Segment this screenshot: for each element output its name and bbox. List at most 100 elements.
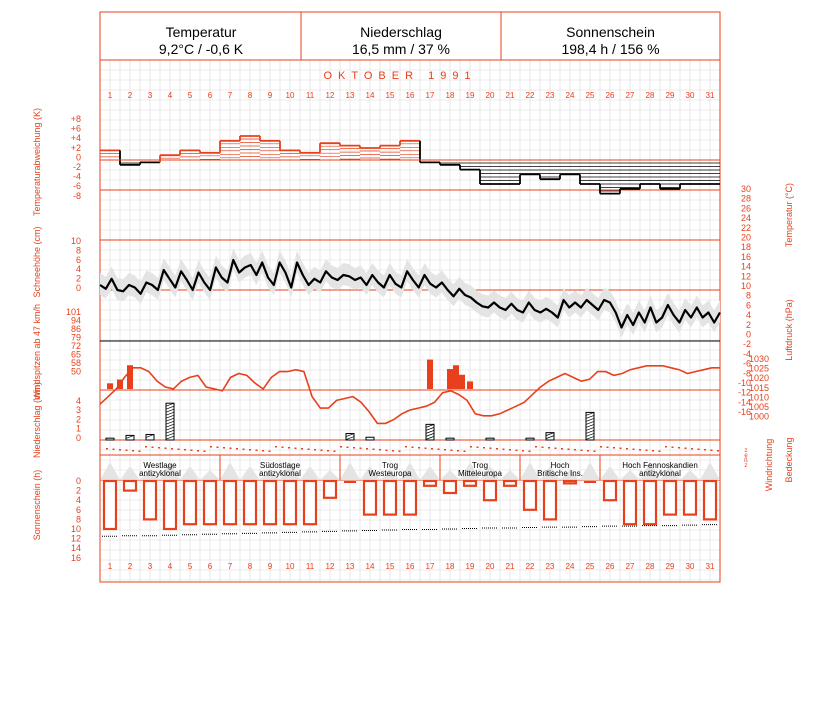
- cloud-cover-dot: [554, 447, 557, 449]
- temperature-right-tick: 22: [741, 223, 751, 233]
- temp-anomaly-tick: +8: [71, 114, 81, 124]
- day-number-top: 30: [686, 91, 695, 100]
- precip-tick: 1: [76, 424, 81, 434]
- precip-hatch: [165, 423, 175, 428]
- day-number-bottom: 29: [666, 562, 675, 571]
- day-number-top: 29: [666, 91, 675, 100]
- sunshine-bar: [584, 481, 596, 483]
- cloud-cover-dot: [366, 448, 368, 450]
- precip-tick: 4: [76, 396, 81, 406]
- cloud-cover-dot: [697, 448, 700, 450]
- temp-anomaly-tick: -8: [73, 191, 81, 201]
- cloud-cover-dot: [314, 449, 316, 451]
- cloud-cover-dot: [561, 448, 563, 450]
- wind-direction-code: z: [745, 448, 748, 454]
- temperature-right-tick: 14: [741, 262, 751, 272]
- precip-hatch: [165, 411, 175, 416]
- cloud-cover-dot: [574, 449, 576, 451]
- day-number-top: 28: [646, 91, 655, 100]
- precip-title: Niederschlag (mm): [32, 382, 42, 458]
- cloud-cover-dot: [645, 449, 648, 451]
- day-number-bottom: 11: [306, 562, 315, 571]
- precip-hatch: [165, 417, 175, 422]
- cloud-cover-dot: [717, 450, 719, 452]
- pressure-tick: 1000: [749, 412, 769, 422]
- wind-gusts-title: Windspitzen ab 47 km/h: [32, 304, 42, 400]
- cloud-cover-dot: [112, 448, 115, 450]
- pressure-tick: 1015: [749, 383, 769, 393]
- wind-gust-tick: 101: [66, 307, 81, 317]
- temperature-right-tick: -14: [738, 397, 751, 407]
- cloud-cover-dot: [320, 449, 323, 451]
- temperature-right-tick: 12: [741, 271, 751, 281]
- wind-gust-tick: 72: [71, 341, 81, 351]
- cloud-cover-dot: [548, 447, 550, 449]
- cloud-cover-dot: [496, 448, 498, 450]
- cloud-cover-dot: [502, 448, 505, 450]
- temp-anomaly-tick: 0: [76, 152, 81, 162]
- day-number-top: 18: [446, 91, 455, 100]
- temperature-value: 9,2°C / -0,6 K: [158, 41, 244, 57]
- day-number-top: 31: [706, 91, 715, 100]
- cloud-cover-dot: [294, 447, 297, 449]
- precip-hatch: [345, 433, 355, 437]
- month-title: OKTOBER 1991: [323, 70, 476, 82]
- precip-hatch: [165, 426, 175, 431]
- precip-hatch: [545, 432, 555, 436]
- weather-type-label: Hoch Fennoskandien: [622, 461, 698, 470]
- cloud-cover-dot: [600, 446, 602, 448]
- temperature-line: [99, 258, 721, 329]
- cloud-cover-dot: [242, 448, 245, 450]
- wind-direction-code: z: [745, 463, 748, 469]
- temperature-right-tick: 18: [741, 242, 751, 252]
- day-number-bottom: 3: [148, 562, 153, 571]
- cloud-cover-title: Bedeckung: [784, 437, 794, 482]
- wind-pressure-panel: [99, 359, 720, 425]
- wind-direction-title: Windrichtung: [764, 439, 774, 492]
- sunshine-bar: [142, 479, 158, 521]
- precip-hatch: [585, 433, 595, 437]
- sunshine-label: Sonnenschein: [566, 24, 655, 40]
- cloud-cover-dot: [522, 450, 524, 452]
- day-number-bottom: 22: [526, 562, 535, 571]
- day-number-bottom: 24: [566, 562, 575, 571]
- day-number-top: 27: [626, 91, 635, 100]
- wind-gust-tick: 79: [71, 333, 81, 343]
- temperature-right-tick: 26: [741, 203, 751, 213]
- sunshine-bar: [422, 479, 438, 487]
- day-number-top: 22: [526, 91, 535, 100]
- sunshine-bar: [542, 479, 558, 521]
- sunshine-tick: 4: [76, 495, 81, 505]
- cloud-cover-dot: [515, 449, 518, 451]
- sunshine-bar: [442, 479, 458, 495]
- day-number-top: 21: [506, 91, 515, 100]
- precip-hatch: [585, 436, 595, 440]
- cloud-cover-dot: [418, 447, 420, 449]
- pressure-tick: 1030: [749, 354, 769, 364]
- cloud-cover-dot: [392, 450, 394, 452]
- cloud-cover-dot: [307, 448, 310, 450]
- precipitation-label: Niederschlag: [360, 24, 442, 40]
- cloud-cover-dot: [691, 448, 693, 450]
- weather-type-label: Westlage: [143, 461, 177, 470]
- sunshine-bar: [344, 481, 356, 483]
- header-precipitation: Niederschlag 16,5 mm / 37 %: [301, 12, 501, 60]
- sunshine-bar: [242, 479, 258, 526]
- cloud-cover-dot: [268, 450, 271, 452]
- precip-hatch: [585, 415, 595, 419]
- precip-bar: [125, 434, 135, 441]
- sunshine-value: 198,4 h / 156 %: [561, 41, 660, 57]
- cloud-cover-dot: [164, 447, 167, 449]
- weather-type-label: Westeuropa: [369, 469, 413, 478]
- cloud-cover-dot: [652, 450, 654, 452]
- sunshine-bar: [502, 479, 518, 487]
- temperature-right-tick: -10: [738, 378, 751, 388]
- weather-type-label: Trog: [472, 461, 488, 470]
- pressure-tick: 1020: [749, 373, 769, 383]
- precip-hatch: [585, 418, 595, 422]
- cloud-cover-dot: [411, 446, 414, 448]
- temperature-right-tick: -12: [738, 388, 751, 398]
- cloud-cover-dot: [704, 449, 706, 451]
- cloud-cover-dot: [288, 447, 290, 449]
